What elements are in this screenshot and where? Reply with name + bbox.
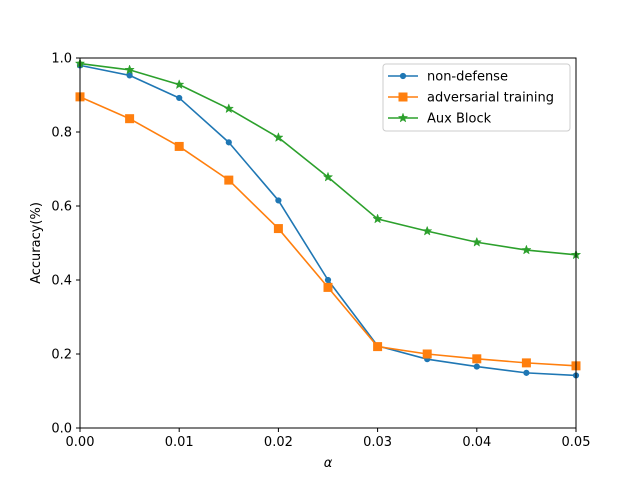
x-tick-label: 0.01 (165, 435, 194, 450)
y-tick-label: 0.4 (51, 274, 72, 289)
series-adversarial-training (75, 92, 581, 371)
data-point (126, 72, 133, 79)
data-point (422, 349, 432, 359)
legend-marker (399, 72, 407, 80)
data-point (373, 342, 383, 352)
data-point (273, 224, 283, 234)
data-point (323, 282, 333, 292)
data-point (174, 141, 184, 151)
data-point (125, 114, 135, 124)
series-non-defense (76, 62, 580, 379)
x-tick-label: 0.02 (264, 435, 293, 450)
y-tick-label: 0.8 (51, 126, 72, 141)
data-point (322, 171, 334, 182)
y-axis-label: Accuracy(%) (29, 202, 44, 284)
data-point (225, 139, 232, 146)
legend-label: adversarial training (427, 91, 554, 106)
y-tick-label: 0.0 (51, 422, 72, 437)
data-point (275, 197, 282, 204)
y-tick-label: 1.0 (51, 52, 72, 67)
series-line (79, 96, 577, 367)
data-point (521, 244, 532, 255)
data-point (224, 175, 234, 185)
data-point (421, 225, 433, 236)
x-axis-label: α (324, 456, 333, 471)
data-point (124, 64, 135, 75)
x-tick-label: 0.04 (462, 435, 491, 450)
x-tick-label: 0.03 (363, 435, 392, 450)
data-point (223, 103, 235, 114)
data-point (273, 132, 284, 143)
x-tick-label: 0.00 (66, 435, 95, 450)
data-point (471, 236, 483, 247)
legend-box (382, 63, 571, 132)
legend-label: non-defense (427, 70, 508, 85)
data-point (523, 369, 530, 376)
data-point (472, 354, 482, 364)
data-point (372, 213, 383, 224)
legend: non-defense adversarial training Aux Block (382, 63, 571, 132)
legend-marker (397, 112, 409, 123)
legend-label: Aux Block (427, 112, 492, 127)
x-tick-label: 0.05 (562, 435, 591, 450)
data-point (521, 358, 531, 368)
y-tick-label: 0.2 (51, 348, 72, 363)
axis-ticks: 0.00 0.01 0.02 0.03 0.04 0.05 0.0 0.2 0.4 0.6 0.8 1… (51, 52, 590, 451)
data-point (176, 94, 183, 102)
y-tick-label: 0.6 (51, 200, 72, 215)
data-point (473, 363, 480, 370)
data-point (324, 276, 332, 284)
data-point (173, 79, 185, 90)
series-layer (74, 58, 582, 379)
plot-frame (79, 57, 577, 429)
legend-marker (398, 92, 408, 102)
